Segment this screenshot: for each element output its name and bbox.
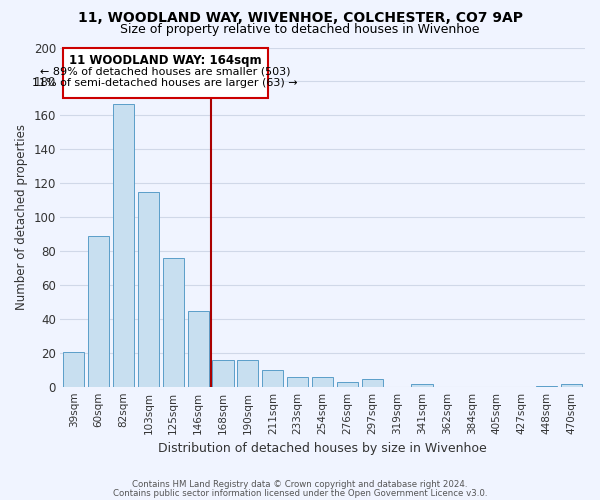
Bar xyxy=(287,377,308,388)
Bar xyxy=(188,311,209,388)
Bar xyxy=(561,384,582,388)
Bar xyxy=(337,382,358,388)
Bar xyxy=(212,360,233,388)
Y-axis label: Number of detached properties: Number of detached properties xyxy=(15,124,28,310)
Bar xyxy=(536,386,557,388)
Bar xyxy=(113,104,134,388)
Text: 11 WOODLAND WAY: 164sqm: 11 WOODLAND WAY: 164sqm xyxy=(69,54,262,68)
Bar xyxy=(412,384,433,388)
Text: 11, WOODLAND WAY, WIVENHOE, COLCHESTER, CO7 9AP: 11, WOODLAND WAY, WIVENHOE, COLCHESTER, … xyxy=(77,11,523,25)
Bar xyxy=(262,370,283,388)
Text: Size of property relative to detached houses in Wivenhoe: Size of property relative to detached ho… xyxy=(120,22,480,36)
Bar xyxy=(88,236,109,388)
Bar xyxy=(238,360,259,388)
Bar xyxy=(362,379,383,388)
Bar xyxy=(312,377,333,388)
Bar xyxy=(138,192,159,388)
FancyBboxPatch shape xyxy=(62,48,268,98)
Bar xyxy=(63,352,85,388)
Text: Contains HM Land Registry data © Crown copyright and database right 2024.: Contains HM Land Registry data © Crown c… xyxy=(132,480,468,489)
Text: ← 89% of detached houses are smaller (503): ← 89% of detached houses are smaller (50… xyxy=(40,66,290,76)
Bar xyxy=(163,258,184,388)
X-axis label: Distribution of detached houses by size in Wivenhoe: Distribution of detached houses by size … xyxy=(158,442,487,455)
Text: Contains public sector information licensed under the Open Government Licence v3: Contains public sector information licen… xyxy=(113,488,487,498)
Text: 11% of semi-detached houses are larger (63) →: 11% of semi-detached houses are larger (… xyxy=(32,78,298,88)
